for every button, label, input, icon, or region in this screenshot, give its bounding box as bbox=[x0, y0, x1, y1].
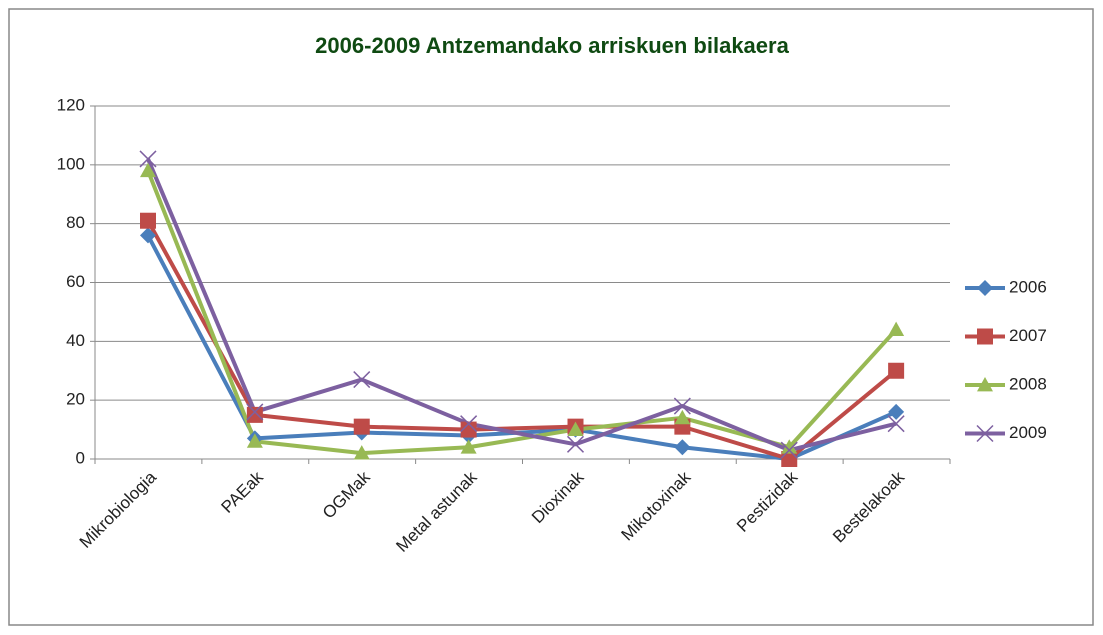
y-tick-label: 120 bbox=[57, 95, 85, 114]
y-tick-label: 80 bbox=[66, 213, 85, 232]
chart-title: 2006-2009 Antzemandako arriskuen bilakae… bbox=[315, 33, 789, 58]
y-tick-label: 20 bbox=[66, 390, 85, 409]
y-tick-label: 0 bbox=[76, 448, 85, 467]
legend-marker bbox=[977, 377, 993, 392]
legend-marker bbox=[977, 280, 993, 296]
marker bbox=[566, 435, 585, 453]
marker bbox=[140, 162, 156, 178]
marker bbox=[353, 418, 370, 435]
marker bbox=[246, 403, 264, 421]
series-line bbox=[146, 158, 897, 453]
legend-label: 2006 bbox=[1009, 277, 1047, 296]
marker bbox=[888, 403, 905, 420]
legend-label: 2009 bbox=[1009, 423, 1047, 442]
marker bbox=[140, 227, 156, 244]
marker bbox=[888, 362, 905, 379]
marker bbox=[674, 439, 691, 456]
marker bbox=[246, 433, 263, 448]
marker bbox=[140, 212, 156, 229]
marker bbox=[460, 439, 477, 454]
marker bbox=[353, 371, 371, 389]
marker bbox=[674, 409, 691, 425]
marker bbox=[460, 415, 478, 433]
legend-label: 2007 bbox=[1009, 326, 1047, 345]
y-tick-label: 100 bbox=[57, 154, 85, 173]
marker bbox=[887, 415, 905, 433]
marker bbox=[246, 406, 263, 423]
y-tick-label: 60 bbox=[66, 272, 85, 291]
legend-marker bbox=[977, 328, 993, 345]
marker bbox=[460, 421, 477, 438]
marker bbox=[888, 321, 905, 336]
legend-marker bbox=[976, 424, 994, 443]
marker bbox=[781, 439, 798, 454]
marker bbox=[353, 445, 370, 460]
marker bbox=[780, 441, 798, 459]
marker bbox=[139, 150, 157, 168]
chart-frame bbox=[8, 8, 1094, 626]
marker bbox=[567, 421, 584, 436]
series-line bbox=[146, 219, 898, 461]
legend-label: 2008 bbox=[1009, 374, 1047, 393]
y-tick-label: 40 bbox=[66, 331, 85, 350]
marker bbox=[673, 397, 691, 415]
